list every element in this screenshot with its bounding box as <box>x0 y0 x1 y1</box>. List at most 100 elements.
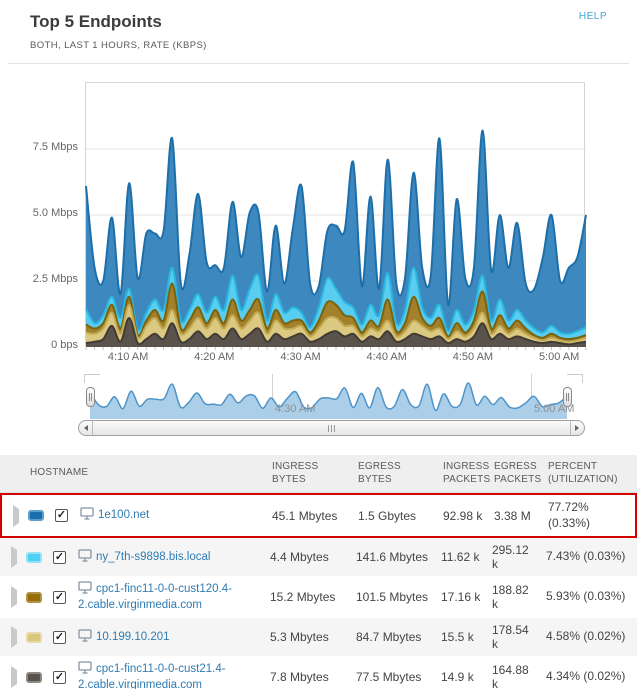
monitor-icon <box>80 507 94 520</box>
column-header-egress-packets[interactable]: EGRESS PACKETS <box>494 461 542 485</box>
row-checkbox[interactable]: ✓ <box>55 509 68 523</box>
series-color-swatch <box>26 591 42 603</box>
table-row: ✓ cpc1-finc11-0-0-cust21.4-2.cable.virgin… <box>0 656 637 689</box>
cell-ingress-packets: 14.9 k <box>441 670 474 685</box>
cell-egress-packets: 188.82 k <box>492 583 529 612</box>
table-header-row: HOSTNAME INGRESS BYTES EGRESS BYTES INGRESS… <box>0 455 637 493</box>
y-axis-label: 0 bps <box>51 339 78 351</box>
cell-ingress-bytes: 15.2 Mbytes <box>270 590 336 605</box>
column-header-ingress-bytes[interactable]: INGRESS BYTES <box>272 461 319 485</box>
row-checkbox[interactable]: ✓ <box>53 630 66 644</box>
scroll-left-button[interactable] <box>79 421 93 435</box>
column-header-ingress-packets[interactable]: INGRESS PACKETS <box>443 461 491 485</box>
chart-svg <box>85 129 587 350</box>
cell-ingress-packets: 11.62 k <box>441 550 480 565</box>
row-checkbox[interactable]: ✓ <box>53 590 66 604</box>
hostname-link[interactable]: cpc1-finc11-0-0-cust120.4-2.cable.virgin… <box>78 583 232 611</box>
table-row: ✓ 10.199.10.201 5.3 Mbytes 84.7 Mbytes 15.5 … <box>0 618 637 657</box>
monitor-icon <box>78 581 92 594</box>
navigator-bracket-right <box>567 374 583 383</box>
x-axis-label: 4:30 AM <box>280 351 321 363</box>
monitor-icon <box>78 629 92 642</box>
navigator-tick-label: 4:30 AM <box>275 403 316 415</box>
cell-egress-packets: 3.38 M <box>494 508 531 523</box>
x-axis-label: 4:40 AM <box>366 351 407 363</box>
expander-icon[interactable] <box>11 626 21 649</box>
page-subtitle: BOTH, LAST 1 HOURS, RATE (KBPS) <box>30 40 207 51</box>
arrow-right-icon <box>575 425 582 431</box>
line-series-cpc1-finc11-0-0-cust120.4-2.cable.virginmedia.com <box>85 282 587 341</box>
x-axis-label: 5:00 AM <box>538 351 580 363</box>
cell-ingress-packets: 92.98 k <box>443 508 483 523</box>
x-axis-label: 4:50 AM <box>452 351 494 363</box>
cell-ingress-bytes: 7.8 Mbytes <box>270 670 329 685</box>
page-title: Top 5 Endpoints <box>30 12 162 31</box>
navigator-chart[interactable] <box>90 377 567 419</box>
row-checkbox[interactable]: ✓ <box>53 670 66 684</box>
range-handle-left[interactable] <box>86 387 95 407</box>
hostname-link[interactable]: 1e100.net <box>98 509 150 522</box>
column-header-percent-utilization[interactable]: PERCENT (UTILIZATION) <box>548 461 618 485</box>
stacked-area-chart <box>85 82 587 350</box>
scroll-right-button[interactable] <box>570 421 584 435</box>
expander-icon[interactable] <box>11 586 21 609</box>
table-row: ✓ ny_7th-s9898.bis.local 4.4 Mbytes 141.6 M… <box>0 538 637 577</box>
chart-scrollbar[interactable] <box>78 420 585 436</box>
area-series-cpc1-finc11-0-0-cust21.4-2.cable.virginmedia.com <box>86 317 586 347</box>
hostname-link[interactable]: 10.199.10.201 <box>96 630 170 643</box>
cell-percent-utilization: 4.58% (0.02%) <box>546 629 626 644</box>
column-header-egress-bytes[interactable]: EGRESS BYTES <box>358 461 401 485</box>
cell-egress-bytes: 77.5 Mbytes <box>356 670 422 685</box>
cell-egress-packets: 295.12 k <box>492 543 529 572</box>
y-axis-label: 5.0 Mbps <box>32 207 78 219</box>
monitor-icon <box>78 549 92 562</box>
navigator-gridline <box>272 374 273 419</box>
line-series-10.199.10.201 <box>85 303 587 343</box>
hostname-link[interactable]: ny_7th-s9898.bis.local <box>96 550 211 563</box>
navigator-line <box>90 382 567 412</box>
help-link[interactable]: HELP <box>578 11 607 22</box>
scrollbar-thumb[interactable] <box>93 421 570 435</box>
column-header-hostname[interactable]: HOSTNAME <box>30 467 89 479</box>
cell-ingress-bytes: 4.4 Mbytes <box>270 550 329 565</box>
cell-egress-bytes: 101.5 Mbytes <box>356 590 429 605</box>
hostname-link[interactable]: cpc1-finc11-0-0-cust21.4-2.cable.virginm… <box>78 663 226 689</box>
area-series-1e100.net <box>86 130 586 347</box>
series-color-swatch <box>28 510 44 522</box>
cell-percent-utilization: 7.43% (0.03%) <box>546 549 626 564</box>
cell-ingress-packets: 15.5 k <box>441 630 474 645</box>
row-checkbox[interactable]: ✓ <box>53 550 66 564</box>
header-divider <box>8 63 629 64</box>
line-series-1e100.net <box>85 129 587 306</box>
endpoints-table: HOSTNAME INGRESS BYTES EGRESS BYTES INGRESS… <box>0 455 637 689</box>
line-series-cpc1-finc11-0-0-cust21.4-2.cable.virginmedia.com <box>85 316 587 346</box>
series-color-swatch <box>26 631 42 643</box>
range-handle-right[interactable] <box>563 387 572 407</box>
cell-egress-bytes: 84.7 Mbytes <box>356 630 422 645</box>
cell-egress-packets: 178.54 k <box>492 623 529 652</box>
expander-icon[interactable] <box>11 546 21 569</box>
y-axis-label: 7.5 Mbps <box>32 141 78 153</box>
y-axis-label: 2.5 Mbps <box>32 273 78 285</box>
cell-egress-bytes: 141.6 Mbytes <box>356 550 429 565</box>
cell-ingress-bytes: 5.3 Mbytes <box>270 630 329 645</box>
x-axis-label: 4:20 AM <box>194 351 235 363</box>
cell-percent-utilization: 77.72% (0.33%) <box>548 500 591 530</box>
series-color-swatch <box>26 671 42 683</box>
highlighted-row-outline: ✓ 1e100.net 45.1 Mbytes 1.5 Gbytes 92.98 k 3.… <box>0 493 637 539</box>
cell-percent-utilization: 5.93% (0.03%) <box>546 589 626 604</box>
table-body: ✓ 1e100.net 45.1 Mbytes 1.5 Gbytes 92.98 k 3.… <box>0 493 637 689</box>
arrow-left-icon <box>81 425 88 431</box>
navigator-bracket-left <box>84 374 100 383</box>
x-axis-label: 4:10 AM <box>107 351 149 363</box>
navigator-area <box>90 382 567 419</box>
cell-percent-utilization: 4.34% (0.02%) <box>546 669 626 684</box>
cell-egress-bytes: 1.5 Gbytes <box>358 508 417 523</box>
line-series-ny_7th-s9898.bis.local <box>85 266 587 335</box>
cell-egress-packets: 164.88 k <box>492 663 529 689</box>
expander-icon[interactable] <box>13 504 23 527</box>
expander-icon[interactable] <box>11 666 21 689</box>
table-row: ✓ cpc1-finc11-0-0-cust120.4-2.cable.virgi… <box>0 576 637 618</box>
monitor-icon <box>78 661 92 674</box>
